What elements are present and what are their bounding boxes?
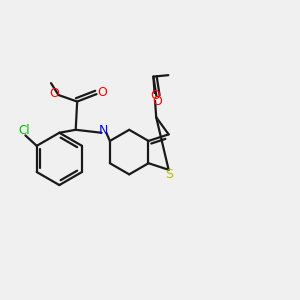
Text: O: O <box>153 95 163 108</box>
Text: N: N <box>99 124 109 137</box>
Text: Cl: Cl <box>18 124 30 137</box>
Text: O: O <box>150 89 160 102</box>
Text: S: S <box>166 168 173 181</box>
Text: O: O <box>50 87 59 100</box>
Text: O: O <box>98 86 107 99</box>
